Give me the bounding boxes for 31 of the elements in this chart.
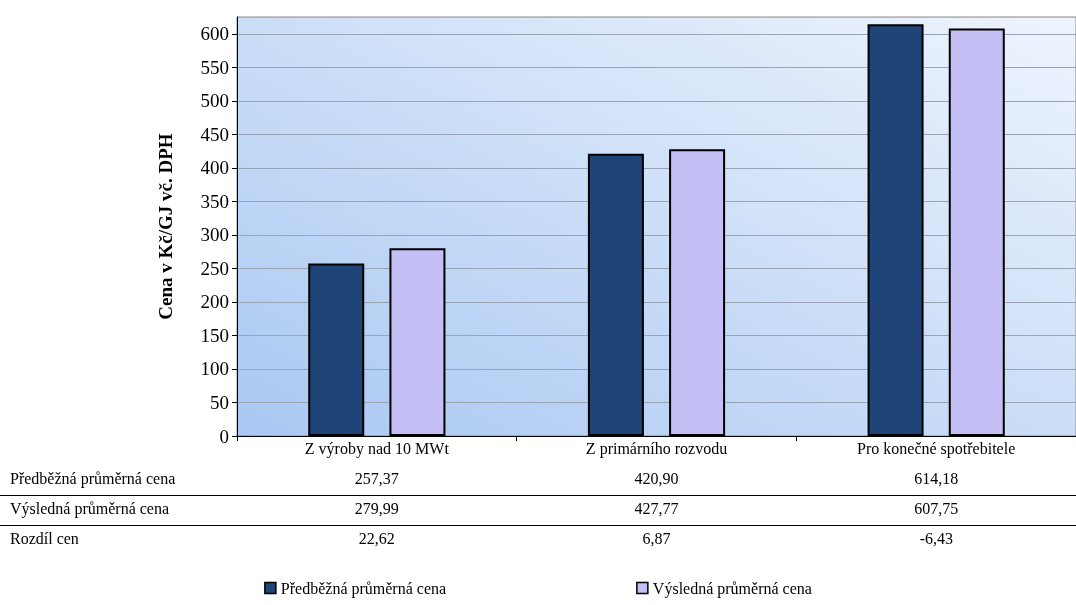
text: Předběžná průměrná cena [10,470,176,487]
data-label: 607,75 [914,500,959,518]
y-tick-label: 450 [200,123,229,145]
y-tick-label: 100 [200,358,229,380]
text: 22,62 [358,530,395,548]
y-axis-title: Cena v Kč/GJ vč. DPH [155,133,176,320]
y-tick-label: 300 [200,224,229,246]
data-label: 427,77 [634,500,679,518]
text: -6,43 [919,530,953,548]
data-label: 420,90 [634,470,679,488]
y-tick-label: 400 [200,157,229,179]
text: 6,87 [642,530,671,548]
x-tick-label: Pro konečné spotřebitele [857,439,1016,458]
y-tick-label: 50 [210,391,229,413]
y-tick-label: 200 [200,291,229,313]
legend-label: Předběžná průměrná cena [280,579,447,598]
y-tick-label: 600 [200,23,229,45]
data-label: 279,99 [354,500,399,518]
y-tick-label: 0 [219,425,229,447]
x-tick-label: Z primárního rozvodu [585,439,728,458]
data-label: 257,37 [354,470,399,488]
text: Rozdíl cen [10,530,79,548]
y-tick-label: 550 [200,56,229,78]
y-tick-label: 250 [200,257,229,279]
y-tick-label: 150 [200,324,229,346]
y-tick-label: 500 [200,90,229,112]
data-label: 614,18 [914,470,959,488]
y-tick-label: 350 [200,190,229,212]
text: Výsledná průměrná cena [10,500,170,517]
legend-label: Výsledná průměrná cena [652,579,812,598]
x-tick-label: Z výroby nad 10 MWt [304,439,450,458]
